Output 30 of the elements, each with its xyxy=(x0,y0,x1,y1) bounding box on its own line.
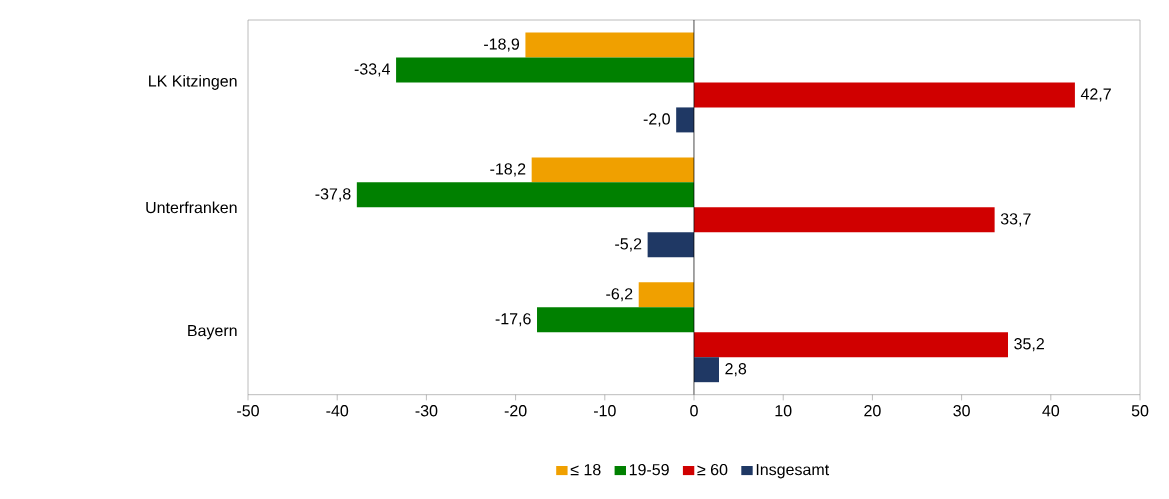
x-tick-label: 20 xyxy=(864,405,881,417)
y-tick-label: LK Kitzingen xyxy=(149,75,237,90)
x-tick-label: 40 xyxy=(1042,405,1060,417)
legend-label: ≤ 18 xyxy=(570,463,601,476)
x-tick-label: -20 xyxy=(504,405,527,417)
x-tick-label: -50 xyxy=(237,405,259,417)
legend-label: ≥ 60 xyxy=(697,463,728,476)
data-label: 35,2 xyxy=(1014,338,1044,352)
data-label: -17,6 xyxy=(495,313,531,327)
x-tick-label: 30 xyxy=(953,405,970,417)
data-label: -37,8 xyxy=(315,188,351,202)
x-tick-label: -10 xyxy=(593,405,616,417)
legend-label: 19-59 xyxy=(629,463,669,476)
data-label: -6,2 xyxy=(606,288,633,302)
data-label: -18,9 xyxy=(484,38,520,52)
x-tick-label: 0 xyxy=(690,405,698,417)
y-tick-label: Bayern xyxy=(188,325,237,340)
data-label: -5,2 xyxy=(615,238,642,252)
data-label: -33,4 xyxy=(354,63,390,77)
x-tick-label: -30 xyxy=(415,405,438,417)
y-tick-label: Unterfranken xyxy=(146,201,237,214)
legend-label: Insgesamt xyxy=(756,464,830,479)
data-label: 2,8 xyxy=(725,363,747,377)
x-tick-label: 50 xyxy=(1131,405,1149,417)
data-label: 33,7 xyxy=(1000,213,1031,227)
x-tick-label: 10 xyxy=(775,405,792,417)
data-label: -2,0 xyxy=(643,113,670,127)
data-label: -18,2 xyxy=(490,163,526,177)
x-tick-label: -40 xyxy=(326,405,349,417)
data-label: 42,7 xyxy=(1080,88,1111,102)
